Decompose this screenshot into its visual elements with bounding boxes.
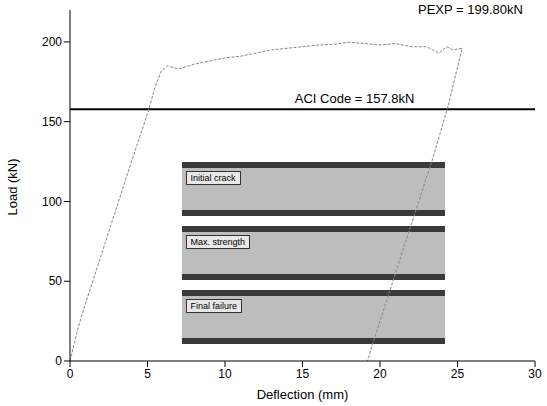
html-text:Final failure: Final failure <box>190 300 238 311</box>
html-text:PEXP = 199.80kN: PEXP = 199.80kN <box>418 2 523 17</box>
svg-text:30: 30 <box>528 367 542 381</box>
svg-text:150: 150 <box>42 115 62 129</box>
svg-text:200: 200 <box>42 35 62 49</box>
html-text:ACI Code = 157.8kN: ACI Code = 157.8kN <box>294 91 415 107</box>
svg-text:0: 0 <box>67 367 74 381</box>
svg-text:20: 20 <box>373 367 387 381</box>
svg-text:0: 0 <box>55 354 62 368</box>
svg-text:10: 10 <box>218 367 232 381</box>
svg-text:15: 15 <box>296 367 310 381</box>
svg-text:50: 50 <box>49 274 63 288</box>
svg-text:Deflection (mm): Deflection (mm) <box>257 387 349 402</box>
svg-text:25: 25 <box>451 367 465 381</box>
svg-text:Load (kN): Load (kN) <box>5 158 20 215</box>
svg-text:5: 5 <box>144 367 151 381</box>
svg-text:100: 100 <box>42 195 62 209</box>
html-text:Initial crack: Initial crack <box>190 172 236 183</box>
html-text:Max. strength: Max. strength <box>190 236 246 247</box>
